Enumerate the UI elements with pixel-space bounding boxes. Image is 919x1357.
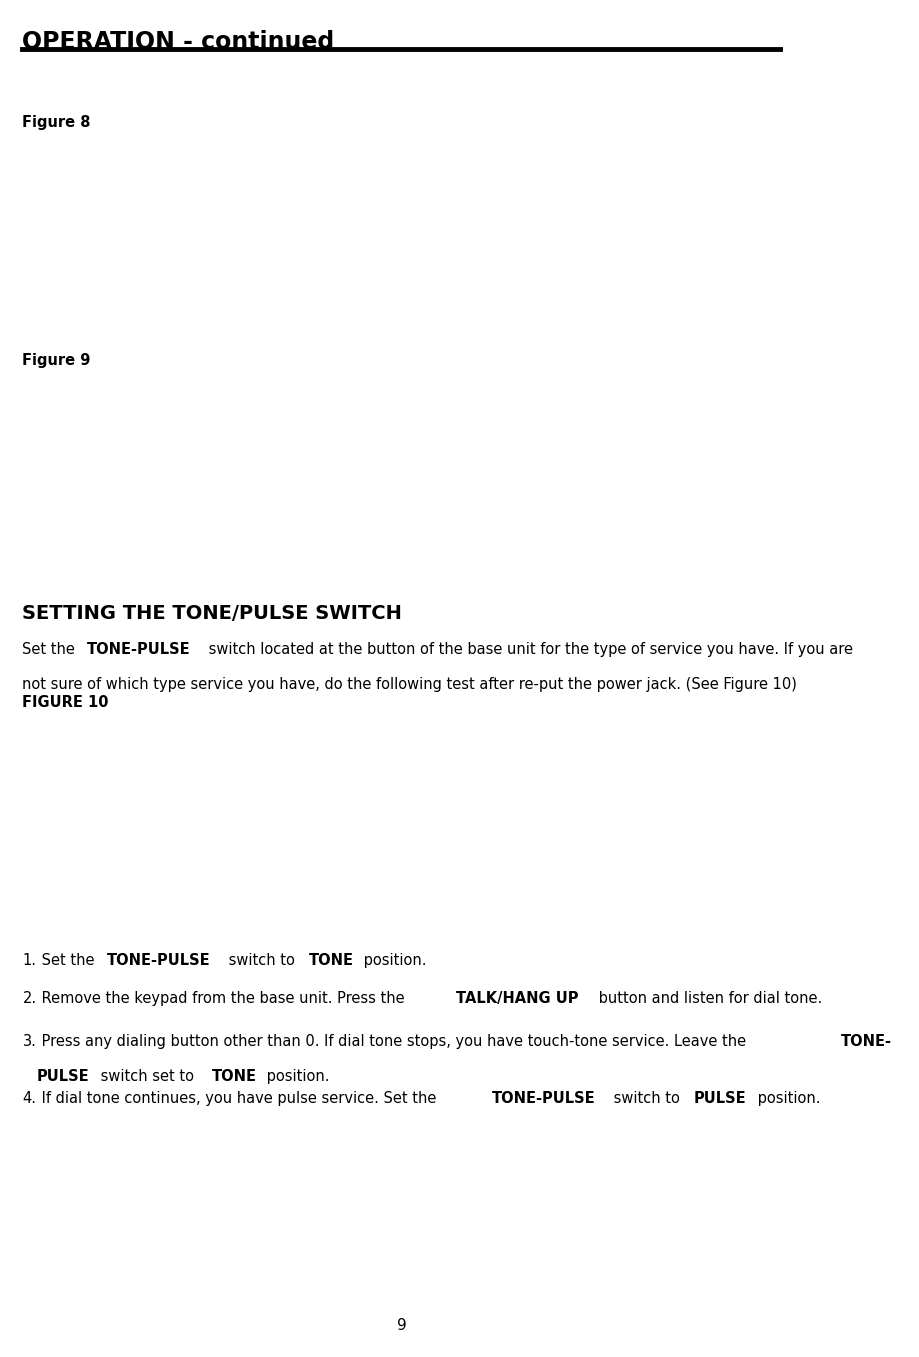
Text: switch to: switch to [607, 1091, 684, 1106]
Text: Figure 9: Figure 9 [22, 353, 91, 368]
Text: Set the: Set the [37, 953, 99, 968]
Text: 9: 9 [396, 1318, 406, 1333]
Text: position.: position. [359, 953, 426, 968]
Text: TONE-: TONE- [840, 1034, 891, 1049]
Text: 3.: 3. [22, 1034, 37, 1049]
Text: switch located at the button of the base unit for the type of service you have. : switch located at the button of the base… [204, 642, 852, 657]
Text: button and listen for dial tone.: button and listen for dial tone. [594, 991, 822, 1006]
Text: Figure 8: Figure 8 [22, 115, 91, 130]
Text: PULSE: PULSE [693, 1091, 745, 1106]
Text: TONE: TONE [308, 953, 353, 968]
Text: PULSE: PULSE [37, 1069, 89, 1084]
Text: TONE-PULSE: TONE-PULSE [492, 1091, 595, 1106]
Text: SETTING THE TONE/PULSE SWITCH: SETTING THE TONE/PULSE SWITCH [22, 604, 402, 623]
Text: 2.: 2. [22, 991, 37, 1006]
Text: TONE-PULSE: TONE-PULSE [107, 953, 210, 968]
Text: switch to: switch to [223, 953, 299, 968]
Text: position.: position. [752, 1091, 820, 1106]
Text: Press any dialing button other than 0. If dial tone stops, you have touch-tone s: Press any dialing button other than 0. I… [37, 1034, 750, 1049]
Text: 4.: 4. [22, 1091, 37, 1106]
Text: FIGURE 10: FIGURE 10 [22, 695, 108, 710]
Text: position.: position. [262, 1069, 330, 1084]
Text: switch set to: switch set to [96, 1069, 199, 1084]
Text: TONE: TONE [211, 1069, 256, 1084]
Text: 1.: 1. [22, 953, 37, 968]
Text: not sure of which type service you have, do the following test after re-put the : not sure of which type service you have,… [22, 677, 797, 692]
Text: Remove the keypad from the base unit. Press the: Remove the keypad from the base unit. Pr… [37, 991, 409, 1006]
Text: TALK/HANG UP: TALK/HANG UP [456, 991, 578, 1006]
Text: OPERATION - continued: OPERATION - continued [22, 30, 335, 54]
Text: TONE-PULSE: TONE-PULSE [87, 642, 190, 657]
Text: Set the: Set the [22, 642, 80, 657]
Text: If dial tone continues, you have pulse service. Set the: If dial tone continues, you have pulse s… [37, 1091, 440, 1106]
